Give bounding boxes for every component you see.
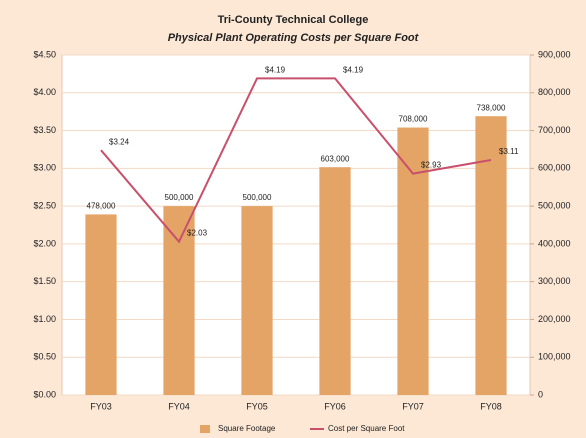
bar-value-label: 603,000 [321,154,350,163]
line-value-label: $2.93 [421,161,442,170]
y-tick-label: $1.00 [33,314,56,324]
bar [163,206,195,395]
line-value-label: $3.11 [499,147,519,156]
x-tick-label: FY06 [324,401,346,411]
bar-value-label: 478,000 [87,202,116,211]
x-tick-label: FY07 [402,401,424,411]
bar-value-label: 500,000 [165,193,194,202]
line [100,77,492,244]
bar [319,167,351,395]
y2-tick-label: 200,000 [538,314,571,324]
line-value-label: $4.19 [343,66,364,75]
bar [475,116,507,395]
x-tick-label: FY05 [246,401,268,411]
line-value-label: $3.24 [109,137,130,146]
bar [85,214,117,395]
y2-tick-label: 400,000 [538,238,571,248]
legend-label: Square Footage [218,424,276,433]
bar-value-label: 738,000 [477,103,506,112]
bar [241,206,273,395]
y2-tick-label: 900,000 [538,49,571,59]
y-tick-label: $2.50 [33,200,56,210]
x-tick-label: FY03 [90,401,112,411]
bar-value-label: 708,000 [399,115,428,124]
chart-subtitle: Physical Plant Operating Costs per Squar… [168,32,420,44]
y2-tick-label: 800,000 [538,87,571,97]
y2-tick-label: 100,000 [538,352,571,362]
line-value-label: $4.19 [265,66,286,75]
y-tick-label: $2.00 [33,238,56,248]
bar-value-label: 500,000 [243,193,272,202]
y2-tick-label: 600,000 [538,163,571,173]
y-tick-label: $1.50 [33,276,56,286]
y-tick-label: $0.50 [33,352,56,362]
legend-label: Cost per Square Foot [328,424,405,433]
x-tick-label: FY08 [480,401,502,411]
y2-tick-label: 700,000 [538,125,571,135]
y2-tick-label: 0 [538,389,543,399]
y-tick-label: $3.00 [33,163,56,173]
chart-title: Tri-County Technical College [218,14,369,26]
y2-tick-label: 500,000 [538,200,571,210]
legend-swatch [200,425,210,433]
y-tick-label: $3.50 [33,125,56,135]
y2-tick-label: 300,000 [538,276,571,286]
y-tick-label: $0.00 [33,389,56,399]
line-value-label: $2.03 [187,229,208,238]
x-tick-label: FY04 [168,401,190,411]
y-tick-label: $4.50 [33,49,56,59]
plot-area [61,54,531,396]
y-tick-label: $4.00 [33,87,56,97]
